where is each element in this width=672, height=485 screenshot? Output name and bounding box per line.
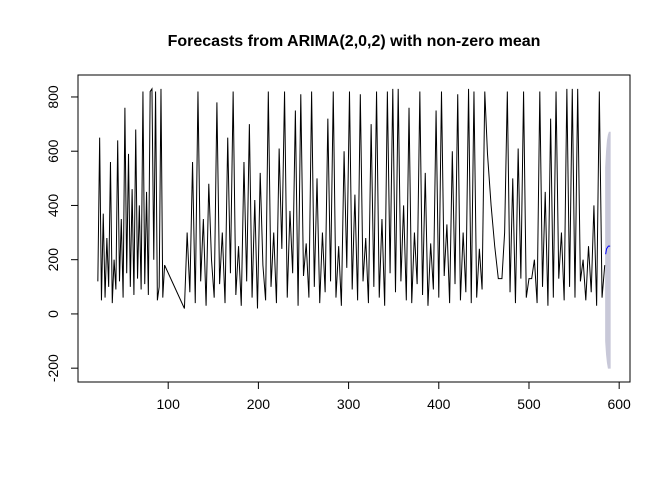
chart-title: Forecasts from ARIMA(2,0,2) with non-zer… — [168, 33, 541, 50]
y-tick-label: 600 — [45, 139, 61, 163]
y-tick-label: -200 — [45, 354, 61, 382]
y-tick-label: 400 — [45, 194, 61, 218]
series-line — [97, 87, 606, 309]
x-tick-label: 300 — [337, 396, 361, 412]
x-tick-label: 400 — [427, 396, 451, 412]
x-tick-label: 200 — [247, 396, 271, 412]
x-tick-label: 600 — [607, 396, 631, 412]
y-tick-label: 800 — [45, 85, 61, 109]
forecast-interval — [605, 131, 611, 369]
series-line — [605, 245, 611, 255]
y-tick-label: 200 — [45, 248, 61, 272]
x-tick-label: 100 — [157, 396, 181, 412]
y-tick-label: 0 — [45, 310, 61, 318]
x-tick-label: 500 — [517, 396, 541, 412]
